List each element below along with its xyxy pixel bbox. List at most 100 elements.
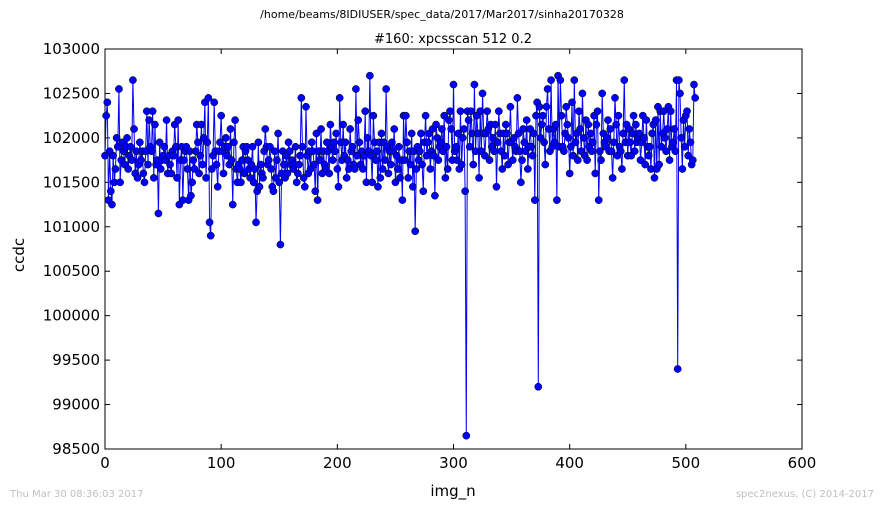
x-axis-label: img_n [430, 482, 475, 501]
data-point [671, 147, 680, 156]
data-point [103, 98, 112, 107]
data-point [227, 156, 236, 164]
data-point [568, 98, 576, 107]
data-point [212, 160, 221, 169]
data-point [191, 147, 200, 156]
data-point [537, 120, 546, 129]
data-point [683, 107, 691, 116]
data-point [494, 107, 503, 116]
footer-credit: spec2nexus, (C) 2014-2017 [735, 489, 874, 500]
data-point [465, 142, 474, 151]
data-point [274, 129, 282, 138]
data-point [421, 111, 430, 120]
data-point [371, 156, 380, 164]
data-point [147, 147, 156, 156]
data-point [363, 134, 372, 142]
data-point [691, 94, 699, 102]
data-point [155, 138, 164, 147]
data-point [547, 76, 555, 84]
data-point [190, 165, 199, 173]
data-point [208, 165, 216, 173]
data-point [378, 165, 387, 173]
data-point [374, 182, 382, 191]
data-point [183, 165, 192, 173]
x-tick-label: 300 [439, 454, 468, 472]
data-point [396, 174, 404, 182]
data-point [644, 151, 653, 160]
data-point [384, 169, 393, 178]
data-point [575, 107, 583, 116]
data-point [602, 134, 611, 142]
data-point [108, 200, 116, 209]
data-point [169, 151, 178, 160]
data-point [501, 120, 510, 129]
data-point [458, 134, 467, 142]
data-point [500, 151, 509, 160]
data-point [174, 116, 183, 124]
data-point [313, 196, 322, 204]
data-point [333, 165, 342, 173]
data-point [226, 125, 235, 133]
data-point [276, 240, 285, 249]
data-point [312, 129, 321, 138]
data-point [275, 178, 284, 187]
data-point [352, 85, 360, 93]
data-point [431, 191, 439, 200]
data-point [662, 147, 670, 156]
data-point [485, 156, 494, 164]
y-axis-label: ccdc [10, 238, 28, 272]
data-point [297, 94, 306, 102]
data-point [404, 174, 413, 182]
data-point [579, 134, 588, 142]
data-point [528, 151, 537, 160]
data-point [221, 134, 230, 142]
data-point [451, 142, 460, 151]
data-point [438, 125, 446, 133]
data-point [284, 138, 293, 147]
data-point [367, 151, 375, 160]
data-point [609, 138, 618, 147]
data-point [606, 125, 615, 133]
data-point [541, 160, 550, 169]
data-point [527, 142, 536, 151]
data-point [402, 111, 410, 120]
data-point [491, 120, 500, 129]
data-point [598, 89, 607, 98]
data-point [210, 98, 219, 107]
data-point [542, 102, 551, 111]
data-point [335, 94, 344, 102]
data-point [540, 138, 548, 147]
plot-area: 0 100 200 300 400 500 600 98500 99000 99500 100000… [43, 40, 817, 472]
data-point [285, 147, 294, 156]
data-point [524, 165, 532, 173]
data-point [566, 142, 575, 151]
data-point [583, 156, 591, 164]
data-point [267, 165, 275, 173]
data-point [576, 125, 584, 133]
data-point [195, 169, 203, 178]
data-point [151, 120, 159, 129]
data-point [129, 76, 137, 84]
data-point [302, 102, 310, 111]
data-point [148, 107, 157, 116]
data-point [372, 147, 381, 156]
data-point [106, 187, 115, 196]
data-point [456, 107, 465, 116]
data-point [604, 116, 612, 124]
data-point [651, 116, 660, 124]
data-point [445, 116, 453, 124]
data-point [584, 120, 593, 129]
data-point [251, 165, 259, 173]
data-point [300, 182, 309, 191]
data-point [418, 160, 426, 169]
data-point [228, 200, 237, 209]
data-point [217, 111, 226, 120]
data-point [368, 178, 377, 187]
data-point [298, 142, 307, 151]
data-point [395, 142, 403, 151]
data-point [408, 182, 417, 191]
data-point [594, 196, 603, 204]
data-point [332, 129, 341, 138]
data-point [369, 111, 378, 120]
data-point [249, 178, 258, 187]
